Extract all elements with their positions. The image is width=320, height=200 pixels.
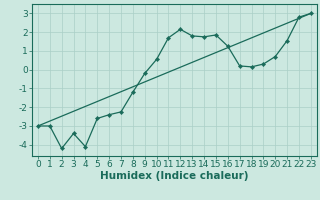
X-axis label: Humidex (Indice chaleur): Humidex (Indice chaleur)	[100, 171, 249, 181]
